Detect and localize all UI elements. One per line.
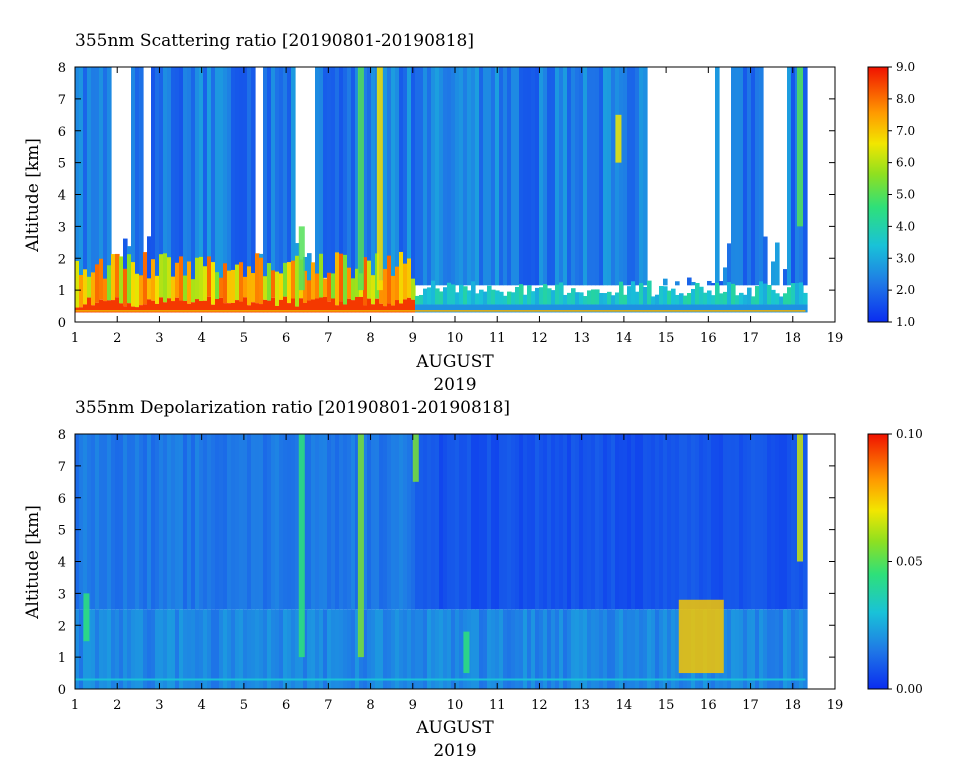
colorbar: [867, 433, 889, 690]
x-axis-year-label: 2019: [433, 375, 476, 395]
x-axis: 1 2 3 4 5 6 7 8 9 10 11 12 13 14 15 16 17 18 19: [71, 434, 843, 713]
x-tick-label: 8: [366, 331, 374, 346]
depolarization-ratio-panel: 355nm Depolarization ratio [20190801-201…: [23, 398, 923, 761]
x-tick-label: 19: [827, 698, 844, 713]
colorbar-tick-label: 1.0: [896, 315, 915, 329]
x-tick-label: 2: [113, 698, 121, 713]
y-tick-label: 2: [58, 252, 66, 267]
x-tick-label: 11: [489, 698, 506, 713]
y-tick-label: 8: [58, 428, 66, 443]
x-tick-label: 18: [785, 698, 802, 713]
x-tick-label: 8: [366, 698, 374, 713]
colorbar-tick-label: 7.0: [896, 124, 915, 138]
x-tick-label: 14: [616, 331, 633, 346]
y-tick-label: 1: [58, 284, 66, 299]
colorbar-ticks: 1.0 2.0 3.0 4.0 5.0 6.0 7.0 8.0 9.0: [888, 60, 915, 329]
y-tick-label: 0: [58, 683, 66, 698]
x-axis-year-label: 2019: [433, 741, 476, 761]
x-tick-label: 19: [827, 331, 844, 346]
y-tick-label: 5: [58, 157, 66, 172]
y-axis-label: Altitude [km]: [23, 138, 43, 253]
x-tick-label: 18: [785, 331, 802, 346]
y-tick-label: 1: [58, 651, 66, 666]
x-tick-label: 17: [742, 698, 759, 713]
x-tick-label: 16: [700, 698, 717, 713]
x-tick-label: 3: [155, 698, 163, 713]
colorbar-tick-label: 9.0: [896, 60, 915, 74]
x-axis: 1 2 3 4 5 6 7 8 9 10 11 12 13 14 15 16 17 18 19: [71, 67, 843, 346]
y-tick-label: 4: [58, 556, 66, 571]
y-tick-label: 7: [58, 93, 66, 108]
chart-title: 355nm Depolarization ratio [20190801-201…: [75, 398, 510, 418]
colorbar-tick-label: 0.00: [896, 682, 923, 696]
x-tick-label: 7: [324, 331, 332, 346]
x-tick-label: 14: [616, 698, 633, 713]
colorbar-tick-label: 6.0: [896, 156, 915, 170]
y-tick-label: 0: [58, 316, 66, 331]
colorbar-tick-label: 3.0: [896, 251, 915, 265]
y-tick-label: 6: [58, 125, 66, 140]
colorbar-tick-label: 5.0: [896, 188, 915, 202]
x-tick-label: 6: [282, 331, 290, 346]
x-tick-label: 2: [113, 331, 121, 346]
x-tick-label: 15: [658, 698, 675, 713]
x-axis-label: AUGUST: [415, 352, 494, 372]
x-tick-label: 4: [198, 698, 206, 713]
colorbar-tick-label: 2.0: [896, 283, 915, 297]
y-tick-label: 3: [58, 587, 66, 602]
colorbar-tick-label: 0.10: [896, 427, 923, 441]
y-axis: 0 1 2 3 4 5 6 7 8: [58, 61, 835, 331]
x-tick-label: 4: [198, 331, 206, 346]
heatmap-area: [75, 67, 808, 313]
x-tick-label: 9: [409, 698, 417, 713]
x-tick-label: 13: [573, 698, 590, 713]
y-tick-label: 7: [58, 460, 66, 475]
colorbar: [867, 66, 889, 323]
x-tick-label: 11: [489, 331, 506, 346]
x-tick-label: 12: [531, 698, 548, 713]
x-tick-label: 7: [324, 698, 332, 713]
x-tick-label: 3: [155, 331, 163, 346]
y-tick-label: 2: [58, 619, 66, 634]
x-tick-label: 1: [71, 331, 79, 346]
chart-title: 355nm Scattering ratio [20190801-2019081…: [75, 31, 474, 51]
colorbar-ticks: 0.00 0.05 0.10: [888, 427, 923, 696]
x-tick-label: 5: [240, 698, 248, 713]
heatmap-area: [75, 434, 808, 689]
x-tick-label: 6: [282, 698, 290, 713]
colorbar-tick-label: 8.0: [896, 92, 915, 106]
y-axis-label: Altitude [km]: [23, 505, 43, 620]
x-tick-label: 17: [742, 331, 759, 346]
y-tick-label: 4: [58, 189, 66, 204]
colorbar-tick-label: 4.0: [896, 219, 915, 233]
y-tick-label: 6: [58, 492, 66, 507]
x-tick-label: 16: [700, 331, 717, 346]
y-tick-label: 8: [58, 61, 66, 76]
x-tick-label: 13: [573, 331, 590, 346]
x-tick-label: 10: [447, 331, 464, 346]
y-axis: 0 1 2 3 4 5 6 7 8: [58, 428, 835, 698]
scattering-ratio-panel: 355nm Scattering ratio [20190801-2019081…: [23, 31, 915, 395]
x-tick-label: 9: [409, 331, 417, 346]
colorbar-tick-label: 0.05: [896, 555, 923, 569]
x-tick-label: 10: [447, 698, 464, 713]
x-axis-label: AUGUST: [415, 718, 494, 738]
y-tick-label: 3: [58, 220, 66, 235]
x-tick-label: 5: [240, 331, 248, 346]
x-tick-label: 12: [531, 331, 548, 346]
x-tick-label: 1: [71, 698, 79, 713]
y-tick-label: 5: [58, 524, 66, 539]
x-tick-label: 15: [658, 331, 675, 346]
